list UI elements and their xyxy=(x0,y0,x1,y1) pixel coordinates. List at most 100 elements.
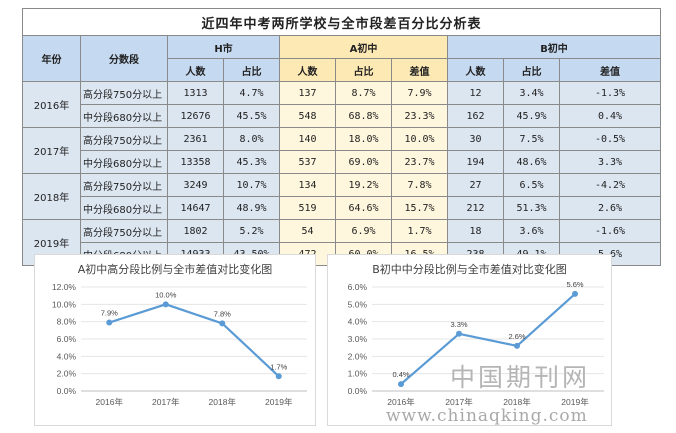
h-ratio-cell: 4.7% xyxy=(223,81,280,105)
h-count-cell: 2361 xyxy=(167,127,224,151)
chart-b-data-point xyxy=(572,290,578,297)
a-count-cell: 519 xyxy=(279,196,336,220)
a-diff-cell: 23.7% xyxy=(391,150,448,174)
header-h-count: 人数 xyxy=(167,58,224,82)
b-ratio-cell: 6.5% xyxy=(503,173,560,197)
header-a-ratio: 占比 xyxy=(335,58,392,82)
chart-a-high-segment: A初中高分段比例与全市差值对比变化图 0.0% 2.0% 4.0% 6.0% 8.0% 1… xyxy=(34,254,316,426)
chart-a-svg: 0.0% 2.0% 4.0% 6.0% 8.0% 10.0% 12.0% 2016年 2017年… xyxy=(52,282,307,407)
chart-b-mid-segment: B初中中分段比例与全市差值对比变化图 0.0% 1.0% 2.0% 3.0% 4.0% 5… xyxy=(327,254,612,426)
chart-a-x-tick-label: 2017年 xyxy=(152,397,180,407)
stats-table: 近四年中考两所学校与全市段差百分比分析表 年份 分数段 H市 A初中 B初中 人… xyxy=(21,8,662,266)
header-school-b: B初中 xyxy=(446,35,662,59)
table-row: 中分段680分以上 13358 45.3% 537 69.0% 23.7% 19… xyxy=(23,150,662,174)
b-diff-cell: -0.5% xyxy=(558,127,662,151)
chart-b-y-tick-label: 2.0% xyxy=(348,351,368,361)
chart-b-y-tick-label: 5.0% xyxy=(348,299,368,309)
b-diff-cell: -4.2% xyxy=(558,173,662,197)
a-count-cell: 140 xyxy=(279,127,336,151)
segment-cell: 中分段680分以上 xyxy=(80,104,168,128)
a-count-cell: 137 xyxy=(279,81,336,105)
header-h-ratio: 占比 xyxy=(223,58,280,82)
chart-b-title: B初中中分段比例与全市差值对比变化图 xyxy=(372,263,567,276)
a-ratio-cell: 6.9% xyxy=(335,219,392,243)
segment-cell: 中分段680分以上 xyxy=(80,196,168,220)
a-diff-cell: 7.8% xyxy=(391,173,448,197)
watermark-cn: 中国期刊网 xyxy=(450,363,591,392)
a-diff-cell: 15.7% xyxy=(391,196,448,220)
a-count-cell: 134 xyxy=(279,173,336,197)
b-ratio-cell: 3.4% xyxy=(503,81,560,105)
h-ratio-cell: 10.7% xyxy=(223,173,280,197)
year-cell: 2018年 xyxy=(22,173,81,220)
chart-a-data-point xyxy=(106,319,113,326)
a-count-cell: 548 xyxy=(279,104,336,128)
table-title: 近四年中考两所学校与全市段差百分比分析表 xyxy=(21,8,662,36)
b-diff-cell: 2.6% xyxy=(558,196,662,220)
header-a-diff: 差值 xyxy=(391,58,448,82)
a-ratio-cell: 19.2% xyxy=(335,173,392,197)
chart-b-y-tick-label: 1.0% xyxy=(348,369,368,379)
b-count-cell: 12 xyxy=(447,81,504,105)
chart-a-data-point xyxy=(275,373,282,380)
h-count-cell: 3249 xyxy=(167,173,224,197)
h-count-cell: 13358 xyxy=(167,150,224,174)
b-count-cell: 194 xyxy=(447,150,504,174)
chart-a-y-tick-label: 10.0% xyxy=(52,299,77,309)
year-cell: 2016年 xyxy=(22,81,81,128)
table-row: 2017年 高分段750分以上 2361 8.0% 140 18.0% 10.0… xyxy=(22,127,662,174)
table-row: 2018年 高分段750分以上 3249 10.7% 134 19.2% 7.8… xyxy=(22,173,662,220)
watermark-url: www.chinaqking.com xyxy=(386,406,588,426)
chart-b-x-tick-label: 2016年 xyxy=(387,397,415,407)
b-diff-cell: 0.4% xyxy=(558,104,662,128)
chart-b-y-tick-label: 3.0% xyxy=(348,334,368,344)
h-count-cell: 1313 xyxy=(167,81,224,105)
chart-a-series-line xyxy=(108,303,280,378)
chart-b-data-label: 0.4% xyxy=(392,370,409,379)
segment-cell: 中分段680分以上 xyxy=(80,150,168,174)
header-year: 年份 xyxy=(22,35,81,82)
a-count-cell: 537 xyxy=(279,150,336,174)
chart-b-y-tick-label: 0.0% xyxy=(348,386,368,396)
b-diff-cell: -1.6% xyxy=(558,219,662,243)
b-ratio-cell: 3.6% xyxy=(503,219,560,243)
header-h-city: H市 xyxy=(167,35,280,59)
chart-a-x-tick-label: 2018年 xyxy=(209,397,237,407)
segment-cell: 高分段750分以上 xyxy=(80,173,168,197)
year-cell: 2017年 xyxy=(22,127,81,174)
chart-a-title: A初中高分段比例与全市差值对比变化图 xyxy=(77,263,273,276)
segment-cell: 高分段750分以上 xyxy=(80,127,168,151)
a-ratio-cell: 68.8% xyxy=(335,104,392,128)
segment-cell: 高分段750分以上 xyxy=(80,81,168,105)
b-ratio-cell: 51.3% xyxy=(503,196,560,220)
chart-b-x-tick-label: 2018年 xyxy=(503,397,531,407)
chart-b-svg: 0.0% 1.0% 2.0% 3.0% 4.0% 5.0% 6.0% 2016年 2017年 20… xyxy=(348,280,604,407)
a-ratio-cell: 18.0% xyxy=(335,127,392,151)
h-count-cell: 12676 xyxy=(167,104,224,128)
header-a-count: 人数 xyxy=(279,58,336,82)
b-ratio-cell: 48.6% xyxy=(503,150,560,174)
table-row: 2019年 高分段750分以上 1802 5.2% 54 6.9% 1.7% 1… xyxy=(22,219,662,266)
b-ratio-cell: 7.5% xyxy=(503,127,560,151)
chart-b-y-tick-label: 6.0% xyxy=(348,282,368,292)
header-segment: 分数段 xyxy=(80,35,168,82)
a-count-cell: 54 xyxy=(279,219,336,243)
h-ratio-cell: 5.2% xyxy=(223,219,280,243)
chart-b-data-label: 5.6% xyxy=(566,280,583,289)
chart-a-data-label: 7.9% xyxy=(101,309,118,318)
chart-a-y-tick-label: 0.0% xyxy=(57,386,77,396)
b-diff-cell: 3.3% xyxy=(558,150,662,174)
chart-b-y-tick-label: 4.0% xyxy=(348,317,368,327)
chart-a-y-tick-label: 2.0% xyxy=(57,369,77,379)
a-diff-cell: 1.7% xyxy=(391,219,448,243)
chart-a-y-tick-label: 6.0% xyxy=(57,334,77,344)
b-diff-cell: -1.3% xyxy=(558,81,662,105)
b-count-cell: 18 xyxy=(447,219,504,243)
header-school-a: A初中 xyxy=(279,35,448,59)
b-ratio-cell: 45.9% xyxy=(503,104,560,128)
chart-b-x-tick-label: 2019年 xyxy=(561,397,589,407)
chart-a-data-label: 7.8% xyxy=(214,309,231,318)
chart-a-y-tick-label: 12.0% xyxy=(52,282,77,292)
h-count-cell: 14647 xyxy=(167,196,224,220)
a-ratio-cell: 64.6% xyxy=(335,196,392,220)
